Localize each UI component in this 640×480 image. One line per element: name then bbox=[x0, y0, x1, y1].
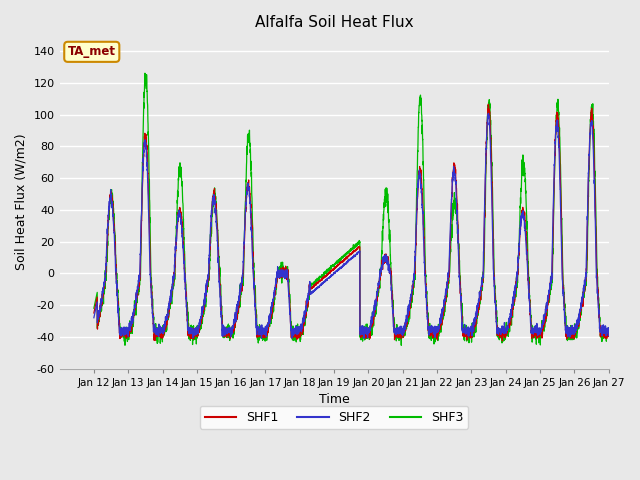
SHF2 bbox=[433, 328, 441, 334]
SHF3 bbox=[434, 331, 442, 337]
SHF3 bbox=[486, 100, 493, 106]
SHF3 bbox=[493, 333, 501, 339]
SHF1 bbox=[484, 101, 492, 107]
SHF1 bbox=[605, 331, 612, 336]
SHF2 bbox=[605, 325, 612, 331]
SHF1 bbox=[423, 303, 431, 309]
SHF1 bbox=[499, 338, 506, 344]
SHF2 bbox=[179, 234, 186, 240]
SHF1 bbox=[179, 232, 186, 238]
SHF3 bbox=[471, 330, 479, 336]
Legend: SHF1, SHF2, SHF3: SHF1, SHF2, SHF3 bbox=[200, 406, 468, 429]
Line: SHF1: SHF1 bbox=[94, 104, 609, 341]
SHF3 bbox=[90, 305, 98, 311]
SHF2 bbox=[493, 330, 501, 336]
X-axis label: Time: Time bbox=[319, 393, 349, 406]
SHF1 bbox=[486, 109, 493, 115]
Text: TA_met: TA_met bbox=[68, 45, 116, 59]
SHF2 bbox=[470, 317, 478, 323]
SHF3 bbox=[141, 70, 149, 76]
Line: SHF3: SHF3 bbox=[94, 73, 609, 345]
SHF2 bbox=[360, 336, 368, 341]
SHF2 bbox=[90, 315, 98, 321]
SHF3 bbox=[605, 328, 612, 334]
SHF1 bbox=[433, 330, 441, 336]
SHF3 bbox=[179, 198, 186, 204]
SHF2 bbox=[423, 308, 431, 313]
Title: Alfalfa Soil Heat Flux: Alfalfa Soil Heat Flux bbox=[255, 15, 413, 30]
Y-axis label: Soil Heat Flux (W/m2): Soil Heat Flux (W/m2) bbox=[15, 133, 28, 270]
SHF1 bbox=[493, 330, 501, 336]
Line: SHF2: SHF2 bbox=[94, 113, 609, 338]
SHF1 bbox=[90, 310, 98, 316]
SHF2 bbox=[486, 124, 493, 130]
SHF3 bbox=[423, 305, 431, 311]
SHF3 bbox=[397, 342, 405, 348]
SHF1 bbox=[470, 323, 478, 328]
SHF2 bbox=[484, 110, 492, 116]
